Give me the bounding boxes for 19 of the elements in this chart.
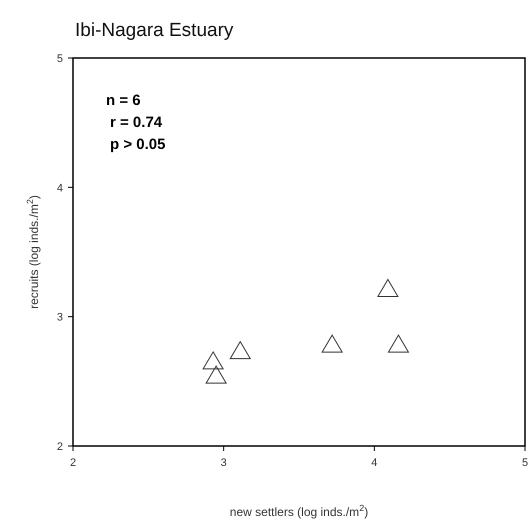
- point: [377, 279, 398, 298]
- annotation: p > 0.05: [110, 136, 166, 153]
- point: [206, 366, 227, 384]
- point: [388, 334, 409, 353]
- x-axis-title: new settlers (log inds./m$^{2}$): [230, 503, 368, 519]
- chart-title: Ibi-Nagara Estuary: [75, 20, 234, 41]
- x-tick-label: 2: [70, 457, 76, 469]
- point: [202, 351, 224, 370]
- point: [230, 341, 251, 360]
- y-tick-label: 3: [56, 312, 63, 324]
- y-tick-label: 2: [56, 441, 63, 453]
- annotation: n = 6: [106, 92, 141, 109]
- x-tick-label: 4: [371, 457, 378, 469]
- y-tick-label: 4: [56, 182, 63, 194]
- y-tick-label: 5: [56, 53, 63, 65]
- x-tick-label: 5: [522, 457, 528, 469]
- annotation: r = 0.74: [110, 114, 163, 131]
- point: [322, 334, 343, 353]
- x-tick-label: 3: [220, 457, 227, 469]
